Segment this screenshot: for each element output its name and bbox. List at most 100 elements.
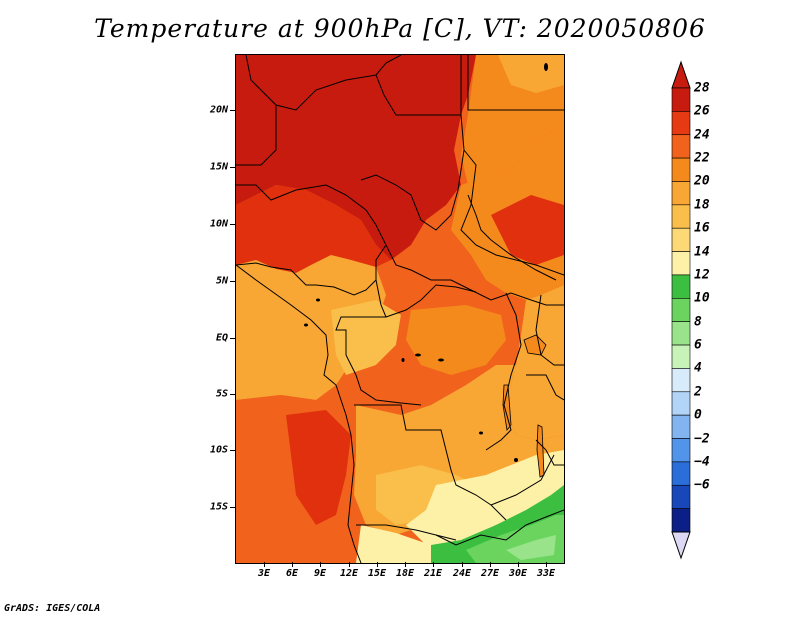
- border-sudan-north: [467, 55, 564, 111]
- lat-tick: [230, 281, 235, 282]
- border-north-1: [245, 55, 461, 116]
- colorbar-label: 26: [694, 103, 710, 119]
- lon-tick: [320, 562, 321, 567]
- chart-title: Temperature at 900hPa [C], VT: 202005080…: [94, 14, 706, 43]
- border-zimbabwe: [435, 509, 564, 546]
- colorbar-segment: [671, 181, 691, 206]
- field-zone-28-southwest: [286, 410, 351, 525]
- field-zone-20-east: [506, 285, 564, 440]
- border-mozambique: [535, 439, 564, 466]
- colorbar-label: 18: [694, 197, 710, 213]
- lon-label-24e: 24E: [452, 568, 472, 579]
- colorbar-segment: [671, 484, 691, 509]
- border-nigeria-cameroon: [236, 244, 387, 296]
- colorbar-label: 8: [694, 314, 702, 330]
- lat-tick: [230, 450, 235, 451]
- colorbar-segment: [671, 321, 691, 346]
- field-zone-26-east: [491, 195, 564, 265]
- small-features: [304, 63, 548, 462]
- lon-label-30e: 30E: [508, 568, 528, 579]
- island-2: [415, 353, 421, 357]
- border-chad-sudan: [460, 149, 564, 276]
- colorbar-segment: [671, 111, 691, 136]
- lat-tick: [230, 507, 235, 508]
- colorbar-label: −6: [694, 477, 710, 493]
- lon-tick: [349, 562, 350, 567]
- lake-tanganyika: [502, 384, 512, 431]
- border-angola-south: [356, 524, 457, 541]
- colorbar-label: 0: [694, 407, 702, 423]
- colorbar-segment: [671, 134, 691, 159]
- colorbar-top-arrow: [671, 60, 691, 89]
- lon-label-15e: 15E: [367, 568, 387, 579]
- island-8: [401, 358, 405, 362]
- lon-label-18e: 18E: [395, 568, 415, 579]
- lon-label-3e: 3E: [257, 568, 271, 579]
- lat-tick: [230, 338, 235, 339]
- lon-tick: [462, 562, 463, 567]
- lat-label-5n: 5N: [215, 275, 228, 287]
- island-5: [514, 458, 518, 462]
- colorbar-bottom-arrow: [671, 531, 691, 560]
- border-congo: [385, 284, 477, 318]
- island-6: [316, 298, 320, 302]
- lon-tick: [292, 562, 293, 567]
- colorbar-label: 2: [694, 384, 702, 400]
- border-north-2: [375, 55, 402, 76]
- lon-label-6e: 6E: [285, 568, 299, 579]
- field-zone-18-south: [376, 465, 476, 525]
- colorbar-label: 12: [694, 267, 710, 283]
- field-zone-26-north: [236, 185, 391, 273]
- lon-label-21e: 21E: [423, 568, 443, 579]
- colorbar-label: 20: [694, 173, 710, 189]
- colorbar-segment: [671, 204, 691, 229]
- lon-label-27e: 27E: [480, 568, 500, 579]
- border-east-1: [530, 299, 564, 306]
- island-3: [438, 358, 444, 362]
- border-east-2: [535, 294, 564, 366]
- colorbar-segment: [671, 344, 691, 369]
- lake-malawi: [536, 424, 545, 478]
- border-car: [385, 244, 532, 301]
- colorbar-segment: [671, 87, 691, 112]
- lon-label-9e: 9E: [313, 568, 327, 579]
- border-angola: [354, 404, 507, 521]
- border-drc-east: [485, 292, 522, 451]
- border-tanzania: [526, 374, 564, 401]
- field-zone-10-southeast: [506, 535, 556, 560]
- field-zone-18-central: [331, 300, 401, 375]
- lon-label-12e: 12E: [339, 568, 359, 579]
- lat-label-10s: 10S: [209, 444, 228, 456]
- island-4: [479, 431, 483, 435]
- colorbar-label: 16: [694, 220, 710, 236]
- temperature-map: [235, 54, 565, 564]
- border-northwest: [236, 105, 277, 166]
- border-zambia: [490, 454, 555, 506]
- lon-tick: [377, 562, 378, 567]
- colorbar-label: 28: [694, 80, 710, 96]
- colorbar-label: 14: [694, 244, 710, 260]
- lon-tick: [518, 562, 519, 567]
- lon-tick: [546, 562, 547, 567]
- lat-tick: [230, 110, 235, 111]
- colorbar-label: −2: [694, 431, 710, 447]
- lat-label-15s: 15S: [209, 501, 228, 513]
- colorbar-segment: [671, 274, 691, 299]
- lon-label-33e: 33E: [536, 568, 556, 579]
- colorbar-segment: [671, 298, 691, 322]
- lat-tick: [230, 394, 235, 395]
- lon-tick: [264, 562, 265, 567]
- border-niger-chad: [360, 55, 465, 231]
- lat-label-15n: 15N: [209, 161, 228, 173]
- colorbar-segment: [671, 414, 691, 439]
- colorbar-segment: [671, 391, 691, 416]
- colorbar-label: −4: [694, 454, 710, 470]
- colorbar-label: 6: [694, 337, 702, 353]
- colorbar: [671, 60, 691, 560]
- colorbar-segment: [671, 157, 691, 182]
- colorbar-segment: [671, 251, 691, 276]
- country-borders: [236, 55, 564, 563]
- colorbar-label: 24: [694, 127, 710, 143]
- lat-label-eq: EQ: [215, 332, 228, 344]
- colorbar-segment: [671, 508, 691, 533]
